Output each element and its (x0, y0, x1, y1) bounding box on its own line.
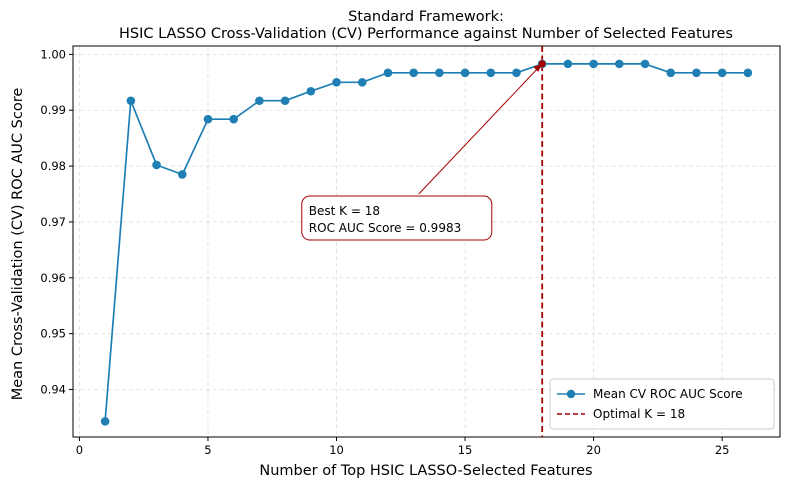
data-point (229, 114, 238, 124)
legend-series-label: Mean CV ROC AUC Score (593, 387, 743, 401)
annotation-layer: Best K = 18 ROC AUC Score = 0.9983 (301, 63, 543, 241)
data-point (280, 96, 290, 106)
annotation-line1: Best K = 18 (309, 204, 380, 218)
x-tick-label: 25 (715, 443, 730, 457)
x-tick-label: 0 (76, 443, 83, 457)
data-point (203, 114, 213, 124)
data-point (435, 68, 444, 78)
y-tick-label: 1.00 (40, 47, 66, 61)
data-point (357, 78, 367, 87)
y-tick-label: 0.98 (40, 159, 66, 173)
data-point (460, 68, 470, 78)
data-point (743, 68, 753, 78)
y-tick-label: 0.96 (40, 271, 66, 285)
annotation-arrow (418, 66, 540, 195)
series-layer (100, 59, 753, 426)
data-point (589, 59, 598, 69)
data-point (126, 96, 136, 106)
legend-box (549, 378, 775, 430)
data-point (563, 59, 573, 69)
data-point (512, 68, 521, 78)
legend: Mean CV ROC AUC Score Optimal K = 18 (549, 378, 775, 430)
data-point (100, 417, 110, 426)
y-tick-label: 0.99 (40, 103, 66, 117)
x-axis-label: Number of Top HSIC LASSO-Selected Featur… (259, 463, 592, 479)
data-point (306, 86, 316, 96)
legend-series-marker (566, 389, 576, 399)
x-tick-label: 20 (586, 443, 601, 457)
series-line (104, 63, 748, 422)
data-point (409, 68, 418, 78)
plot-frame (72, 45, 781, 438)
grid (73, 46, 780, 437)
y-tick-label: 0.95 (40, 327, 66, 341)
y-axis-label: Mean Cross-Validation (CV) ROC AUC Score (10, 88, 26, 401)
data-point (177, 170, 187, 179)
x-ticks: 0 5 10 15 20 25 (76, 437, 730, 457)
annotation-line2: ROC AUC Score = 0.9983 (309, 221, 461, 235)
axes (72, 45, 781, 438)
chart-title-line1: Standard Framework: (348, 9, 504, 25)
data-point (640, 59, 650, 69)
legend-vline-label: Optimal K = 18 (593, 407, 685, 421)
annotation-arrowhead (533, 63, 543, 72)
x-tick-label: 5 (204, 443, 211, 457)
annotation-box (301, 195, 493, 241)
x-tick-label: 10 (329, 443, 344, 457)
data-point (615, 59, 624, 69)
data-point (383, 68, 393, 78)
data-point (152, 160, 161, 170)
y-ticks: 0.94 0.95 0.96 0.97 0.98 0.99 1.00 (40, 47, 73, 397)
data-point (717, 68, 727, 78)
y-tick-label: 0.97 (40, 215, 66, 229)
data-point (332, 78, 341, 87)
chart-title-line2: HSIC LASSO Cross-Validation (CV) Perform… (119, 26, 733, 42)
y-tick-label: 0.94 (40, 383, 66, 397)
x-tick-label: 15 (458, 443, 473, 457)
data-point (486, 68, 496, 78)
data-point (666, 68, 676, 78)
data-point (692, 68, 701, 78)
data-point (255, 96, 264, 106)
